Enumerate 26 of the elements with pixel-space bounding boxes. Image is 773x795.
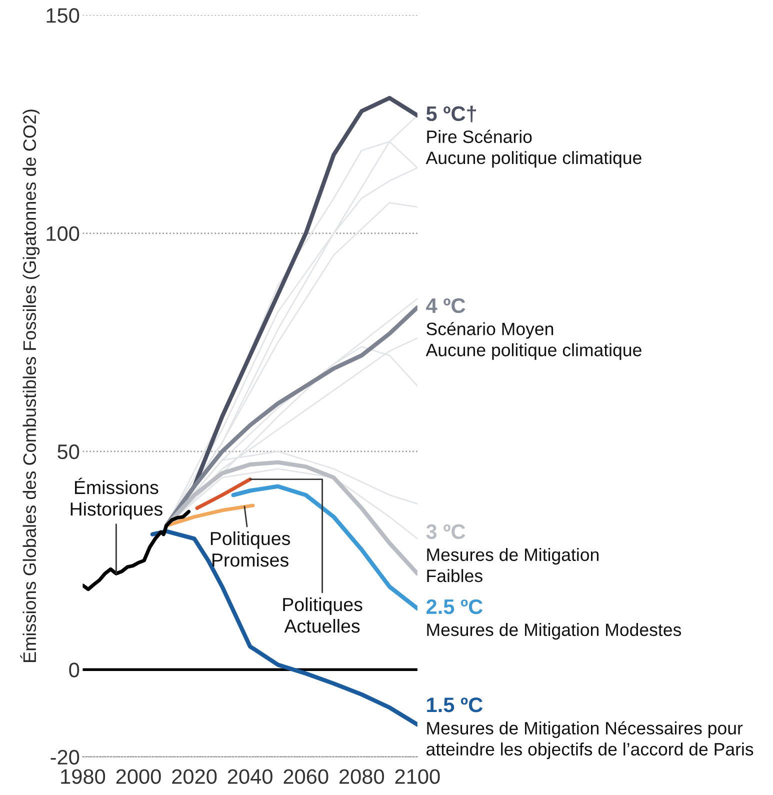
y-tick-label: -20 (50, 750, 80, 765)
series-label: 4 ºC (426, 298, 466, 314)
annotation: Émissions Historiques (70, 478, 162, 520)
x-tick-label: 1980 (61, 769, 106, 784)
y-tick-label: 100 (46, 226, 80, 242)
x-tick-label: 2100 (395, 769, 440, 784)
annotation: Pire Scénario Aucune politique climatique (426, 130, 642, 168)
x-tick-label: 2040 (228, 769, 272, 784)
annotation: Scénario Moyen Aucune politique climatique (426, 322, 642, 360)
x-tick-label: 2060 (284, 769, 328, 784)
y-axis-title: Émissions Globales des Combustibles Fossiles (Gigatonnes de CO2) (20, 110, 40, 662)
x-tick-label: 2000 (116, 769, 161, 784)
y-tick-label: 50 (58, 444, 80, 460)
annotation: Politiques Actuelles (283, 597, 362, 633)
x-tick-label: 2080 (340, 769, 384, 784)
annotation: Mesures de Mitigation Nécessaires pour atteindre les objectifs de l’accord de Paris (426, 721, 754, 760)
series-label: 2.5 ºC (426, 599, 483, 614)
y-tick-label: 0 (69, 662, 80, 678)
x-tick-label: 2020 (172, 769, 217, 784)
y-tick-label: 150 (46, 8, 80, 23)
series-label: 3 ºC (426, 524, 466, 540)
series-label: 1.5 ºC (427, 698, 483, 712)
annotation: Mesures de Mitigation Modestes (427, 623, 682, 640)
annotation: Politiques Promises (210, 531, 290, 567)
annotation: Mesures de Mitigation Faibles (427, 548, 599, 582)
series-label: 5 ºC† (426, 106, 476, 122)
